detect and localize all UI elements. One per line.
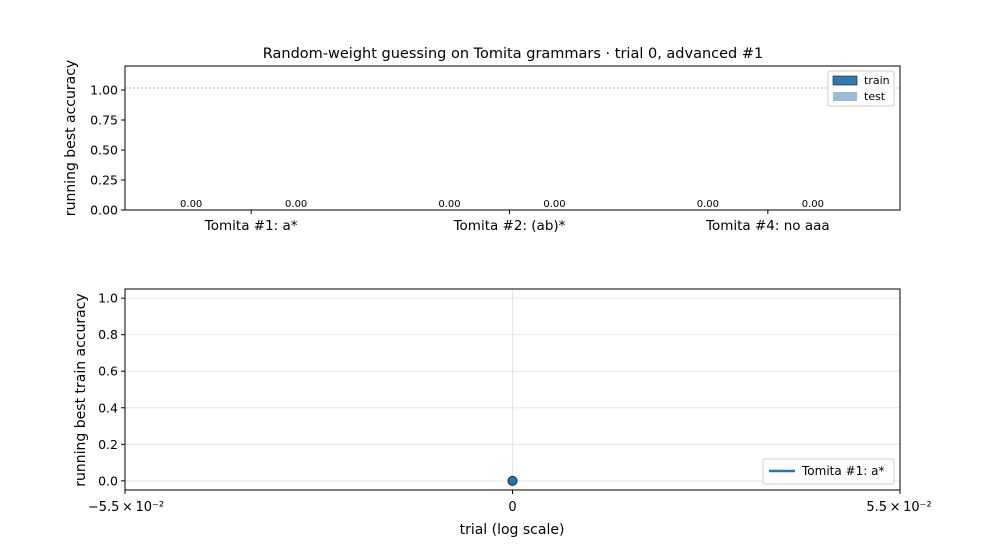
bar-chart-plot-area bbox=[125, 66, 900, 210]
bar-chart-y-axis-label: running best accuracy bbox=[63, 60, 79, 216]
legend-series-label: Tomita #1: a* bbox=[801, 464, 884, 478]
line-x-tick-label: −5.5 × 10⁻² bbox=[88, 500, 164, 515]
legend-box-bottom bbox=[762, 458, 895, 485]
bar-y-tick-label: 0.00 bbox=[90, 203, 118, 218]
bar-value-label: 0.00 bbox=[802, 199, 824, 210]
bar-chart-legend: train test bbox=[827, 70, 895, 107]
line-y-tick-label: 1.0 bbox=[98, 291, 118, 306]
line-x-tick-label: 0 bbox=[508, 500, 516, 515]
bar-value-label: 0.00 bbox=[285, 199, 307, 210]
bar-y-tick-label: 0.50 bbox=[90, 143, 118, 158]
line-chart-legend: Tomita #1: a* bbox=[762, 458, 895, 485]
line-point bbox=[507, 475, 518, 486]
line-chart-panel: 0.0 0.2 0.4 0.6 0.8 1.0 −5.5 × 10⁻² 0 5.5 × 10⁻… bbox=[73, 288, 932, 538]
bar-y-tick-label: 0.75 bbox=[90, 113, 118, 128]
line-y-tick-label: 0.4 bbox=[98, 400, 118, 415]
bar-chart-frame bbox=[124, 65, 901, 211]
bar-chart-panel: 0.00 0.25 0.50 0.75 1.00 0.00 0.00 0.00 0.00 0.0… bbox=[63, 60, 901, 234]
line-chart-x-axis-label: trial (log scale) bbox=[460, 522, 565, 538]
legend-train-swatch bbox=[832, 75, 858, 86]
bar-y-tick-label: 1.00 bbox=[90, 83, 118, 98]
line-y-tick-label: 0.2 bbox=[98, 437, 118, 452]
legend-test-label: test bbox=[864, 90, 886, 103]
bar-x-tick-label: Tomita #4: no aaa bbox=[705, 218, 830, 234]
legend-train-label: train bbox=[864, 74, 890, 87]
line-chart-frame bbox=[124, 288, 901, 491]
bar-value-label: 0.00 bbox=[543, 199, 565, 210]
legend-test-swatch bbox=[833, 92, 857, 101]
bar-x-tick-label: Tomita #1: a* bbox=[204, 218, 298, 234]
bar-value-label: 0.00 bbox=[180, 199, 202, 210]
line-chart-y-axis-label: running best train accuracy bbox=[73, 293, 89, 486]
line-y-tick-label: 0.8 bbox=[98, 327, 118, 342]
bar-value-label: 0.00 bbox=[697, 199, 719, 210]
line-y-tick-label: 0.0 bbox=[98, 473, 118, 488]
line-x-tick-label: 5.5 × 10⁻² bbox=[866, 500, 931, 515]
line-y-tick-label: 0.6 bbox=[98, 364, 118, 379]
figure-title: Random-weight guessing on Tomita grammar… bbox=[263, 46, 763, 62]
bar-x-tick-label: Tomita #2: (ab)* bbox=[453, 218, 566, 234]
bar-y-tick-label: 0.25 bbox=[90, 173, 118, 188]
bar-value-label: 0.00 bbox=[438, 199, 460, 210]
